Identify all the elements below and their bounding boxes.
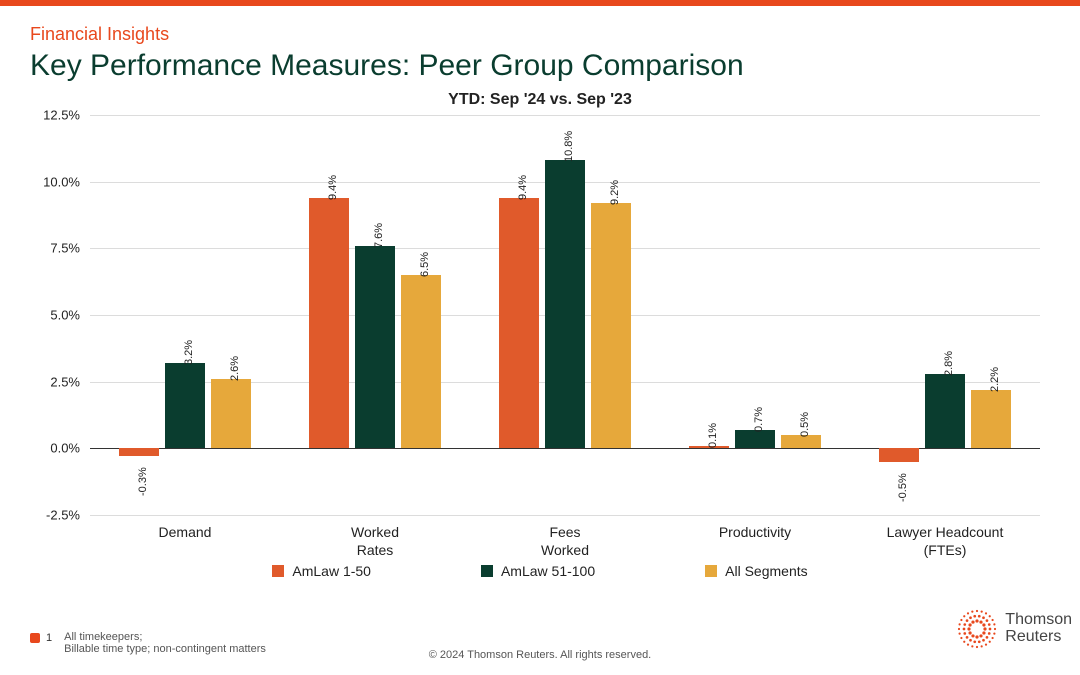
bar: [735, 430, 775, 449]
legend-label: AmLaw 1-50: [292, 563, 371, 579]
gridline: [90, 115, 1040, 116]
thomson-reuters-logo: Thomson Reuters: [957, 609, 1072, 649]
legend-swatch: [481, 565, 493, 577]
bar-value-label: -0.5%: [897, 473, 909, 502]
chart: -2.5%0.0%2.5%5.0%7.5%10.0%12.5% -0.3%3.2…: [30, 115, 1050, 515]
y-tick-label: -2.5%: [46, 508, 80, 523]
category-label: Worked Rates: [280, 523, 470, 559]
bar-value-label: 9.4%: [517, 175, 529, 200]
y-tick-label: 5.0%: [50, 308, 80, 323]
bar-value-label: 3.2%: [183, 340, 195, 365]
legend-item: AmLaw 1-50: [272, 563, 371, 579]
bar: [545, 160, 585, 448]
bar-value-label: 0.1%: [707, 423, 719, 448]
y-tick-label: 12.5%: [43, 108, 80, 123]
page-root: Financial Insights Key Performance Measu…: [0, 0, 1080, 675]
footnote-bullet-icon: [30, 633, 40, 643]
legend-label: AmLaw 51-100: [501, 563, 595, 579]
section-label: Financial Insights: [30, 24, 1050, 45]
footnote-marker: 1: [46, 632, 52, 644]
category-label: Productivity: [660, 523, 850, 541]
bar: [499, 198, 539, 449]
bar: [309, 198, 349, 449]
bar: [925, 374, 965, 449]
bar-value-label: 2.6%: [229, 356, 241, 381]
bar: [401, 275, 441, 448]
bar: [355, 246, 395, 449]
legend-swatch: [272, 565, 284, 577]
legend-swatch: [705, 565, 717, 577]
bar: [971, 390, 1011, 449]
bar: [879, 448, 919, 461]
bar-value-label: -0.3%: [137, 468, 149, 497]
legend-item: AmLaw 51-100: [481, 563, 595, 579]
bar-value-label: 10.8%: [563, 131, 575, 162]
legend-item: All Segments: [705, 563, 807, 579]
bar-value-label: 6.5%: [419, 252, 431, 277]
logo-line2: Reuters: [1005, 629, 1072, 646]
gridline: [90, 515, 1040, 516]
category-label: Fees Worked: [470, 523, 660, 559]
y-tick-label: 0.0%: [50, 441, 80, 456]
chart-plot-area: -0.3%3.2%2.6%Demand9.4%7.6%6.5%Worked Ra…: [90, 115, 1040, 515]
y-tick-label: 10.0%: [43, 174, 80, 189]
bar-value-label: 0.5%: [799, 412, 811, 437]
copyright-text: © 2024 Thomson Reuters. All rights reser…: [0, 649, 1080, 661]
bar-value-label: 2.8%: [943, 351, 955, 376]
category-label: Lawyer Headcount (FTEs): [850, 523, 1040, 559]
bar: [591, 203, 631, 448]
bar: [211, 379, 251, 448]
logo-text: Thomson Reuters: [1005, 612, 1072, 646]
bar: [119, 448, 159, 456]
category-label: Demand: [90, 523, 280, 541]
logo-line1: Thomson: [1005, 612, 1072, 629]
y-tick-label: 2.5%: [50, 374, 80, 389]
chart-legend: AmLaw 1-50 AmLaw 51-100 All Segments: [30, 563, 1050, 579]
logo-dots-icon: [957, 609, 997, 649]
bar-value-label: 0.7%: [753, 407, 765, 432]
bar-value-label: 9.2%: [609, 180, 621, 205]
bar-value-label: 2.2%: [989, 367, 1001, 392]
page-title: Key Performance Measures: Peer Group Com…: [30, 49, 1050, 83]
chart-subtitle: YTD: Sep '24 vs. Sep '23: [30, 91, 1050, 109]
bar: [165, 363, 205, 448]
legend-label: All Segments: [725, 563, 807, 579]
bar-value-label: 9.4%: [327, 175, 339, 200]
bar-value-label: 7.6%: [373, 223, 385, 248]
y-tick-label: 7.5%: [50, 241, 80, 256]
y-axis-labels: -2.5%0.0%2.5%5.0%7.5%10.0%12.5%: [30, 115, 86, 515]
